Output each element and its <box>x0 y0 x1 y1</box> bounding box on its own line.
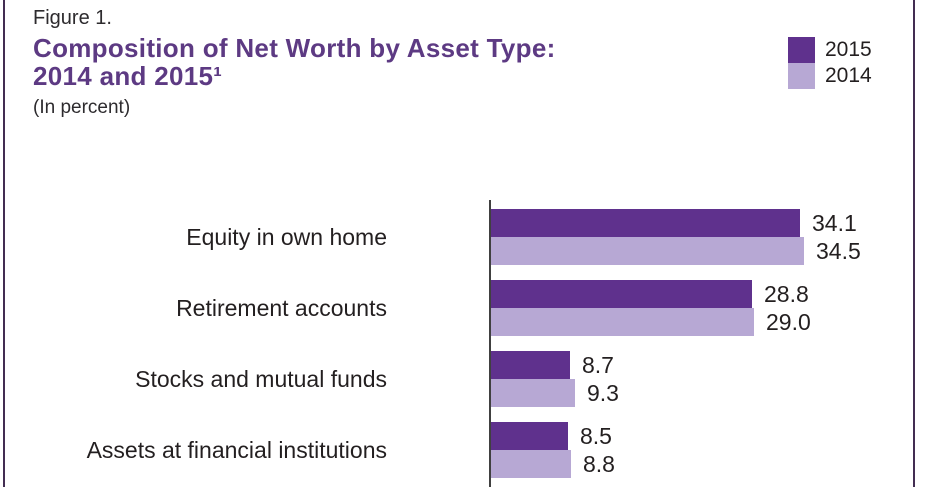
legend-swatch-2015 <box>788 37 815 63</box>
bar-2015 <box>491 280 752 308</box>
figure-title-line2: 2014 and 2015¹ <box>33 61 223 91</box>
category-label: Assets at financial institutions <box>86 437 387 463</box>
value-label-2014: 29.0 <box>766 309 811 335</box>
legend-swatch-2014 <box>788 63 815 89</box>
figure-header: Figure 1. Composition of Net Worth by As… <box>33 6 556 119</box>
category-label: Retirement accounts <box>176 295 387 321</box>
value-label-2015: 28.8 <box>764 281 809 307</box>
bar-2015 <box>491 351 570 379</box>
figure-subtitle: (In percent) <box>33 97 131 118</box>
legend-label-2015: 2015 <box>825 38 872 61</box>
value-label-2015: 8.7 <box>582 352 614 378</box>
value-label-2014: 8.8 <box>583 451 615 477</box>
legend-item-2015: 2015 <box>788 37 872 63</box>
figure-title-line1: Composition of Net Worth by Asset Type: <box>33 33 556 63</box>
bar-2014 <box>491 379 575 407</box>
category-label: Stocks and mutual funds <box>135 366 387 392</box>
page-border-right <box>913 0 915 487</box>
value-label-2015: 8.5 <box>580 423 612 449</box>
category-label: Equity in own home <box>186 224 387 250</box>
legend-item-2014: 2014 <box>788 63 872 89</box>
chart-legend: 2015 2014 <box>788 37 872 89</box>
figure-label: Figure 1. <box>33 7 112 29</box>
bar-2015 <box>491 209 800 237</box>
value-label-2014: 34.5 <box>816 238 861 264</box>
bar-2014 <box>491 450 571 478</box>
figure-title: Composition of Net Worth by Asset Type: … <box>33 34 556 90</box>
value-label-2015: 34.1 <box>812 210 857 236</box>
page-border-left <box>3 0 5 487</box>
y-axis-line <box>489 200 491 487</box>
legend-label-2014: 2014 <box>825 64 872 87</box>
bar-2015 <box>491 422 568 450</box>
bar-2014 <box>491 237 804 265</box>
bar-2014 <box>491 308 754 336</box>
value-label-2014: 9.3 <box>587 380 619 406</box>
